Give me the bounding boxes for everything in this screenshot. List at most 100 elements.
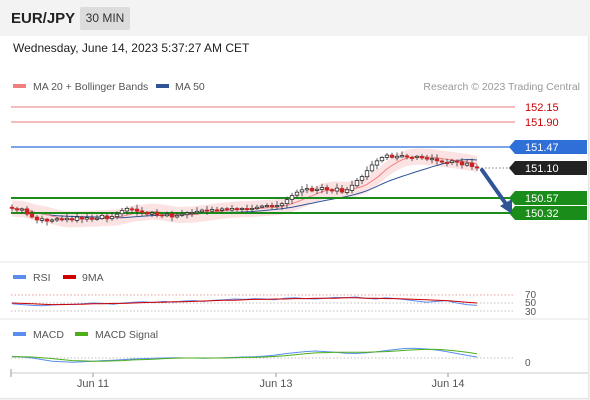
candle-body [414,155,420,158]
candle-body [69,218,75,221]
rsi-9ma-legend-swatch [63,275,76,279]
candle-body [49,219,55,222]
candle-body [149,212,155,215]
candle-body [404,155,410,158]
candle-body [264,205,270,208]
candle-body [154,212,160,216]
candle-body [424,157,430,160]
candle-body [369,164,375,172]
interval-button[interactable]: 30 MIN [80,7,130,30]
candle-body [109,216,115,219]
candle-body [249,208,255,210]
symbol-title: EUR/JPY [11,10,76,27]
rsi-legend-swatch [13,275,26,279]
candle-body [189,212,195,214]
candle-body [444,162,450,165]
candle-body [379,157,385,162]
macd-tick-0: 0 [525,358,531,369]
rsi-9ma-legend-label: 9MA [82,272,104,284]
rsi-legend-label: RSI [33,272,51,284]
candle-body [129,208,135,211]
candle-body [194,210,200,214]
candle-body [449,160,455,163]
candle-body [409,157,415,159]
candle-body [119,210,125,215]
candle-body [354,180,360,187]
time-tick-jun14: Jun 14 [431,378,464,390]
candle-body [459,161,465,166]
candle-body [79,216,85,220]
candle-body [419,156,425,159]
candle-body [139,210,145,213]
header-bar: EUR/JPY 30 MIN [0,0,590,36]
candle-body [214,209,220,212]
ma20-line [11,155,478,221]
candle-body [349,184,355,191]
candle-body [359,176,365,181]
candle-body [64,217,70,221]
credit-label: Research © 2023 Trading Central [423,81,580,93]
candle-body [59,218,65,221]
candle-body [89,217,95,220]
rsi-9ma-line [11,297,478,306]
candle-body [184,212,190,216]
candle-body [339,188,345,193]
candle-body [429,158,435,161]
candle-body [474,166,480,169]
candle-body [204,209,210,212]
candle-body [179,213,185,216]
candle-body [389,154,395,158]
candle-body [219,208,225,211]
level-label-150-32: 150.32 [525,208,559,220]
time-tick-jun11: Jun 11 [77,378,109,390]
candle-body [344,189,350,193]
candle-body [314,188,320,191]
candle-body [104,215,110,220]
ma20-legend-label: MA 20 + Bollinger Bands [33,81,148,93]
last-price-label: 151.10 [525,163,559,175]
candle-body [284,199,290,204]
candle-body [319,187,325,190]
candle-body [469,162,475,168]
ma50-legend-label: MA 50 [175,81,205,93]
rsi-legend: RSI 9MA [13,272,104,284]
candle-body [299,189,305,193]
bollinger-band [12,148,477,228]
forecast-arrow [480,168,512,214]
candle-body [364,170,370,178]
ma20-legend-swatch [13,84,26,88]
candle-body [304,188,310,191]
last-price-tag [509,161,587,175]
candle-body [39,218,45,221]
level-tag-151-47 [509,140,587,154]
macd-signal-legend-swatch [75,332,88,336]
candles [9,151,480,226]
candle-body [394,155,400,159]
candle-body [224,208,230,211]
candle-body [34,216,40,221]
candle-body [399,155,405,158]
candle-body [239,208,245,210]
candle-body [259,205,265,208]
candle-body [159,214,165,217]
candle-body [84,217,90,220]
level-label-152-15: 152.15 [525,102,559,114]
rsi-tick-70: 70 [525,290,537,301]
candle-body [24,208,30,215]
candle-body [134,208,140,212]
candle-body [199,209,205,213]
candle-body [279,203,285,206]
candle-body [209,209,215,212]
candle-body [234,208,240,211]
candle-body [254,206,260,209]
forecast-arrow-shaft [480,168,508,206]
candle-body [9,206,15,209]
candle-body [44,218,50,222]
candle-body [99,214,105,219]
level-label-151-47: 151.47 [525,142,559,154]
candle-body [289,195,295,200]
candle-body [329,189,335,192]
candle-body [464,162,470,166]
